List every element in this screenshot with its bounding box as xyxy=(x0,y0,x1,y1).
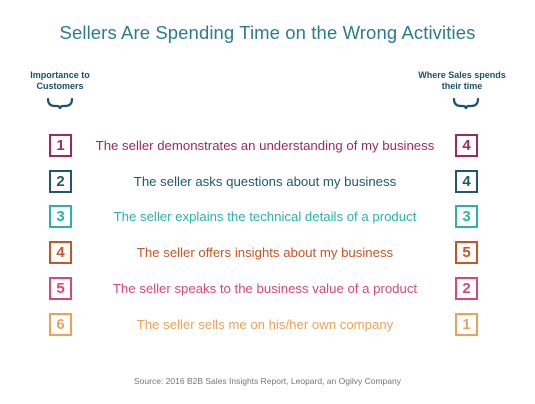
importance-header: Importance to Customers xyxy=(18,70,102,92)
right-brace-icon xyxy=(452,97,480,110)
comparison-row: 3 The seller explains the technical deta… xyxy=(0,205,535,228)
time-rank-box: 3 xyxy=(455,205,478,228)
time-rank-box: 1 xyxy=(455,313,478,336)
importance-rank-box: 6 xyxy=(49,313,72,336)
time-rank-box: 5 xyxy=(455,241,478,264)
importance-rank-box: 5 xyxy=(49,277,72,300)
time-rank-box: 2 xyxy=(455,277,478,300)
time-spent-header-line-1: Where Sales spends xyxy=(418,70,506,80)
comparison-row: 6 The seller sells me on his/her own com… xyxy=(0,313,535,336)
importance-rank-box: 3 xyxy=(49,205,72,228)
time-spent-header-line-2: their time xyxy=(441,81,483,91)
seller-activity-statement: The seller asks questions about my busin… xyxy=(133,174,397,189)
time-rank-box: 4 xyxy=(455,134,478,157)
seller-activity-statement: The seller speaks to the business value … xyxy=(112,281,418,296)
seller-activity-statement: The seller explains the technical detail… xyxy=(113,209,417,224)
importance-rank-box: 4 xyxy=(49,241,72,264)
comparison-row: 5 The seller speaks to the business valu… xyxy=(0,277,535,300)
comparison-row: 1 The seller demonstrates an understandi… xyxy=(0,134,535,157)
importance-header-line-1: Importance to xyxy=(30,70,90,80)
source-citation: Source: 2016 B2B Sales Insights Report, … xyxy=(134,376,401,386)
importance-rank-box: 2 xyxy=(49,170,72,193)
importance-rank-box: 1 xyxy=(49,134,72,157)
left-brace-icon xyxy=(46,97,74,110)
time-spent-header: Where Sales spends their time xyxy=(409,70,515,92)
comparison-row: 4 The seller offers insights about my bu… xyxy=(0,241,535,264)
time-rank-box: 4 xyxy=(455,170,478,193)
comparison-row: 2 The seller asks questions about my bus… xyxy=(0,170,535,193)
seller-activity-statement: The seller offers insights about my busi… xyxy=(136,245,394,260)
seller-activity-statement: The seller demonstrates an understanding… xyxy=(95,138,435,153)
importance-header-line-2: Customers xyxy=(36,81,84,91)
page-title: Sellers Are Spending Time on the Wrong A… xyxy=(59,22,476,43)
seller-activity-statement: The seller sells me on his/her own compa… xyxy=(136,317,394,332)
